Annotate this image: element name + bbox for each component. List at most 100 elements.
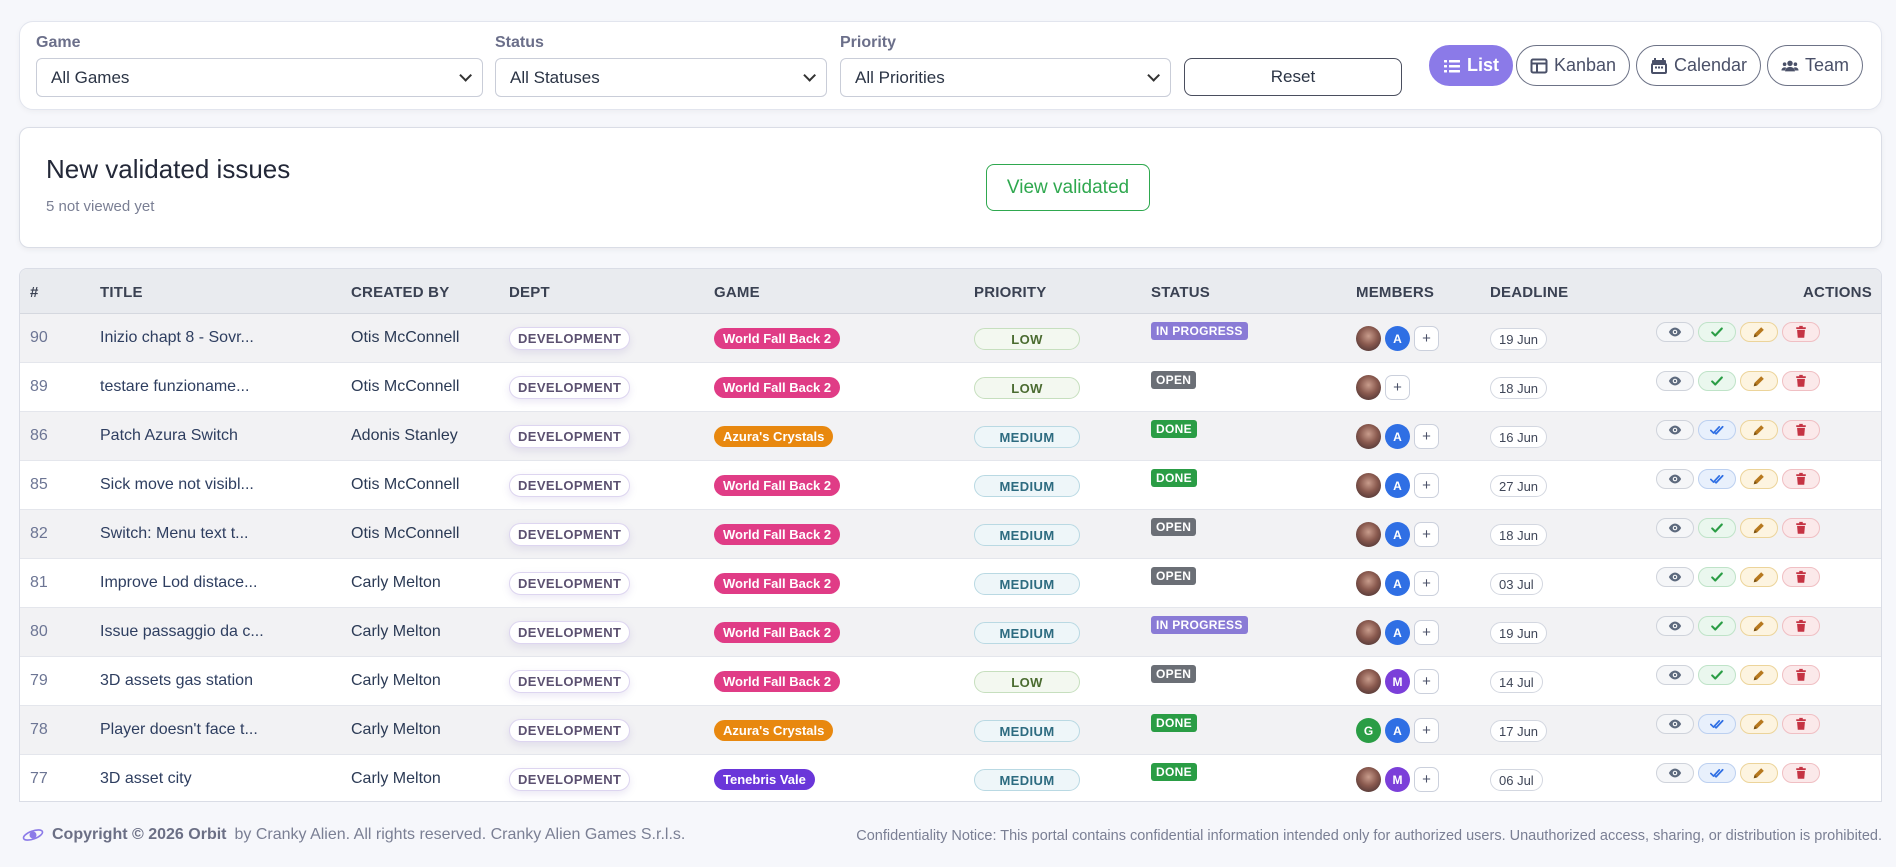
edit-issue-button[interactable] [1740,518,1778,538]
issue-title-link[interactable]: 3D asset city [100,770,192,787]
issue-title-link[interactable]: testare funzioname... [100,378,250,395]
validate-issue-button[interactable] [1698,567,1736,587]
issue-title-link[interactable]: Inizio chapt 8 - Sovr... [100,329,254,346]
add-member-button[interactable]: + [1385,375,1410,400]
delete-issue-button[interactable] [1782,665,1820,685]
view-issue-button[interactable] [1656,567,1694,587]
edit-issue-button[interactable] [1740,665,1778,685]
view-validated-button[interactable]: View validated [986,164,1150,211]
issue-title-link[interactable]: 3D assets gas station [100,672,253,689]
avatar[interactable]: A [1385,571,1410,596]
edit-issue-button[interactable] [1740,469,1778,489]
view-issue-button[interactable] [1656,616,1694,636]
avatar[interactable]: A [1385,424,1410,449]
delete-issue-button[interactable] [1782,714,1820,734]
table-row[interactable]: 77 3D asset city Carly Melton DEVELOPMENT Te… [20,755,1881,801]
table-row[interactable]: 79 3D assets gas station Carly Melton DEVEL… [20,657,1881,706]
eye-icon [1668,670,1682,680]
game-select[interactable]: All Games [36,58,483,97]
issue-title-link[interactable]: Improve Lod distace... [100,574,258,591]
issue-title-link[interactable]: Issue passaggio da c... [100,623,264,640]
edit-issue-button[interactable] [1740,714,1778,734]
add-member-button[interactable]: + [1414,571,1439,596]
avatar[interactable] [1356,620,1381,645]
delete-issue-button[interactable] [1782,567,1820,587]
view-kanban-button[interactable]: Kanban [1516,45,1631,86]
avatar[interactable]: A [1385,620,1410,645]
delete-issue-button[interactable] [1782,518,1820,538]
avatar[interactable]: A [1385,473,1410,498]
table-row[interactable]: 90 Inizio chapt 8 - Sovr... Otis McConnell… [20,314,1881,363]
view-calendar-button[interactable]: Calendar [1636,45,1762,86]
edit-issue-button[interactable] [1740,763,1778,783]
validate-issue-button[interactable] [1698,518,1736,538]
avatar[interactable]: G [1356,718,1381,743]
validate-issue-button[interactable] [1698,371,1736,391]
view-issue-button[interactable] [1656,763,1694,783]
edit-issue-button[interactable] [1740,616,1778,636]
add-member-button[interactable]: + [1414,669,1439,694]
add-member-button[interactable]: + [1414,522,1439,547]
avatar[interactable] [1356,473,1381,498]
avatar[interactable] [1356,375,1381,400]
validate-issue-button[interactable] [1698,322,1736,342]
table-row[interactable]: 85 Sick move not visibl... Otis McConnell D… [20,461,1881,510]
issue-title-link[interactable]: Player doesn't face t... [100,721,258,738]
delete-issue-button[interactable] [1782,322,1820,342]
table-row[interactable]: 89 testare funzioname... Otis McConnell DEV… [20,363,1881,412]
add-member-button[interactable]: + [1414,473,1439,498]
delete-issue-button[interactable] [1782,469,1820,489]
priority-select[interactable]: All Priorities [840,58,1171,97]
avatar[interactable] [1356,767,1381,792]
issue-title-link[interactable]: Switch: Menu text t... [100,525,249,542]
delete-issue-button[interactable] [1782,371,1820,391]
avatar[interactable] [1356,571,1381,596]
avatar[interactable] [1356,424,1381,449]
validate-issue-button[interactable] [1698,714,1736,734]
avatar[interactable]: A [1385,718,1410,743]
edit-issue-button[interactable] [1740,420,1778,440]
delete-issue-button[interactable] [1782,420,1820,440]
validate-issue-button[interactable] [1698,665,1736,685]
table-row[interactable]: 86 Patch Azura Switch Adonis Stanley DEVELO… [20,412,1881,461]
status-select[interactable]: All Statuses [495,58,827,97]
add-member-button[interactable]: + [1414,424,1439,449]
add-member-button[interactable]: + [1414,620,1439,645]
view-issue-button[interactable] [1656,371,1694,391]
view-issue-button[interactable] [1656,665,1694,685]
issue-title-link[interactable]: Patch Azura Switch [100,427,238,444]
add-member-button[interactable]: + [1414,326,1439,351]
avatar[interactable]: M [1385,669,1410,694]
table-row[interactable]: 80 Issue passaggio da c... Carly Melton DEV… [20,608,1881,657]
reset-button[interactable]: Reset [1184,58,1402,96]
edit-issue-button[interactable] [1740,371,1778,391]
issue-title-link[interactable]: Sick move not visibl... [100,476,254,493]
validate-issue-button[interactable] [1698,763,1736,783]
table-row[interactable]: 81 Improve Lod distace... Carly Melton DEVE… [20,559,1881,608]
view-issue-button[interactable] [1656,714,1694,734]
validate-issue-button[interactable] [1698,616,1736,636]
delete-issue-button[interactable] [1782,763,1820,783]
validate-issue-button[interactable] [1698,420,1736,440]
delete-issue-button[interactable] [1782,616,1820,636]
add-member-button[interactable]: + [1414,767,1439,792]
avatar[interactable] [1356,669,1381,694]
avatar[interactable] [1356,522,1381,547]
add-member-button[interactable]: + [1414,718,1439,743]
view-issue-button[interactable] [1656,322,1694,342]
validate-issue-button[interactable] [1698,469,1736,489]
view-issue-button[interactable] [1656,469,1694,489]
view-issue-button[interactable] [1656,518,1694,538]
edit-issue-button[interactable] [1740,567,1778,587]
table-row[interactable]: 82 Switch: Menu text t... Otis McConnell DE… [20,510,1881,559]
avatar[interactable] [1356,326,1381,351]
view-issue-button[interactable] [1656,420,1694,440]
table-row[interactable]: 78 Player doesn't face t... Carly Melton DE… [20,706,1881,755]
eye-icon [1668,474,1682,484]
avatar[interactable]: A [1385,522,1410,547]
avatar[interactable]: A [1385,326,1410,351]
avatar[interactable]: M [1385,767,1410,792]
view-team-button[interactable]: Team [1767,45,1864,86]
edit-issue-button[interactable] [1740,322,1778,342]
view-list-button[interactable]: List [1429,45,1514,86]
